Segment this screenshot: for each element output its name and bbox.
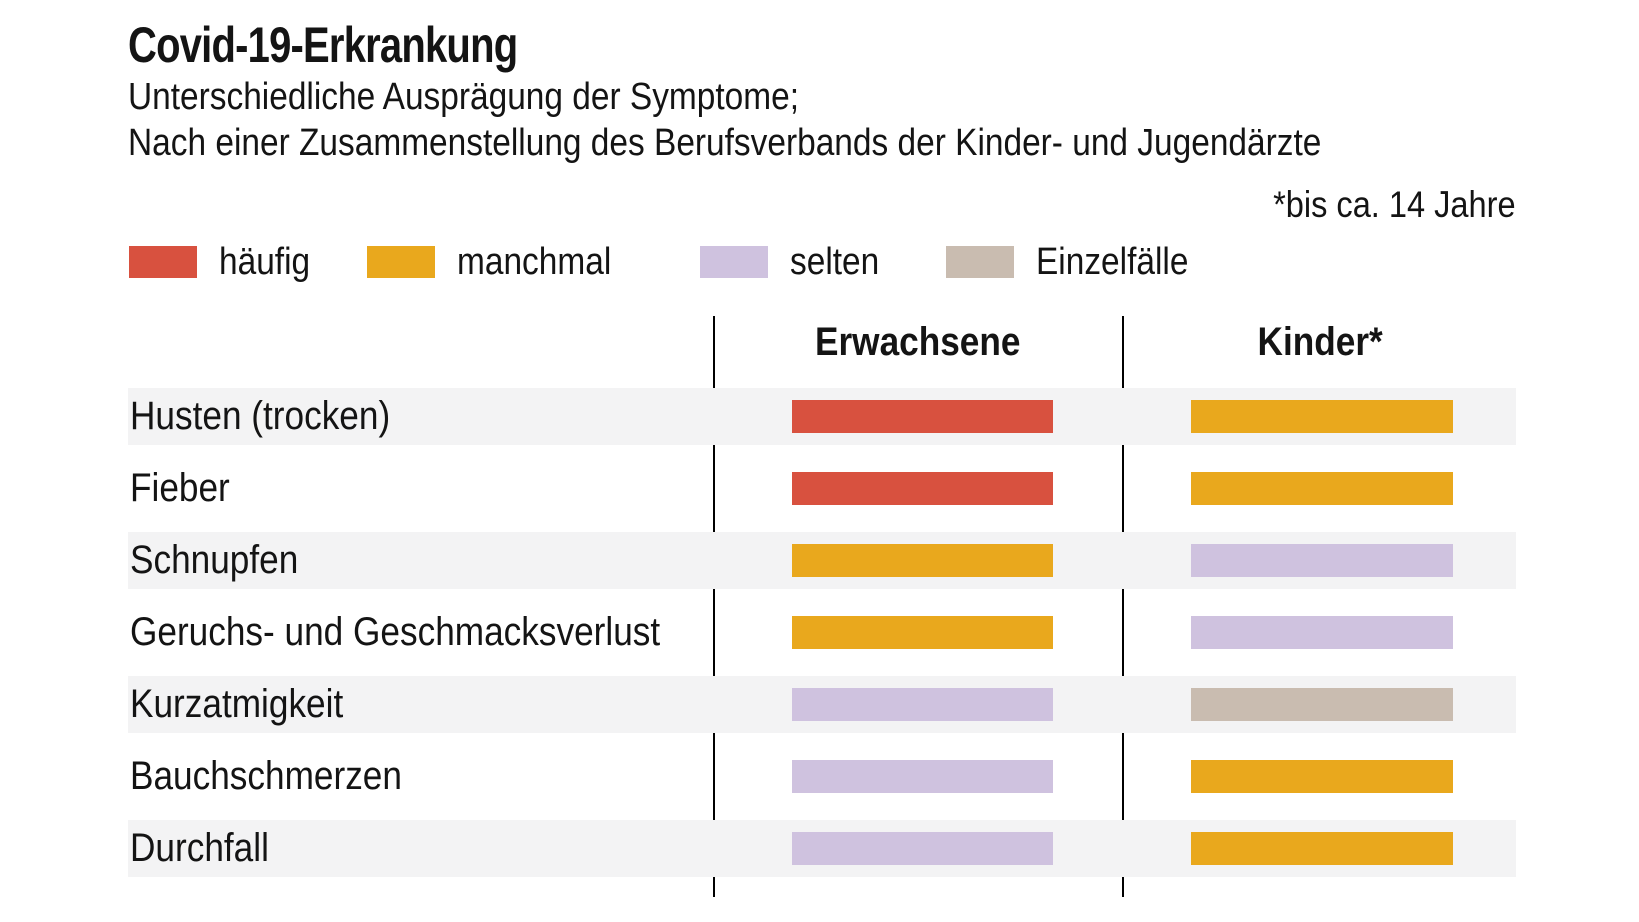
legend-swatch <box>129 246 197 278</box>
column-header-kinder: Kinder* <box>1257 320 1383 364</box>
legend-item: manchmal <box>367 241 632 283</box>
bar-erwachsene <box>792 760 1053 793</box>
table-row: Husten (trocken) <box>128 388 1516 445</box>
bar-kinder <box>1191 544 1453 577</box>
table-row: Schnupfen <box>128 532 1516 589</box>
symptom-label: Schnupfen <box>130 538 299 582</box>
legend-label: Einzelfälle <box>1036 241 1189 283</box>
legend: häufig manchmal selten Einzelfälle <box>0 241 1639 283</box>
symptom-label: Husten (trocken) <box>130 394 391 438</box>
column-divider-right <box>1122 316 1124 897</box>
chart-subtitle-line1: Unterschiedliche Ausprägung der Symptome… <box>128 76 800 118</box>
symptom-label: Durchfall <box>130 826 269 870</box>
bar-erwachsene <box>792 832 1053 865</box>
bar-erwachsene <box>792 400 1053 433</box>
symptom-label: Fieber <box>130 466 230 510</box>
legend-swatch <box>700 246 768 278</box>
symptom-label: Kurzatmigkeit <box>130 682 344 726</box>
table-row: Bauchschmerzen <box>128 748 1516 805</box>
legend-label: häufig <box>219 241 311 283</box>
symptom-table: Husten (trocken) Fieber Schnupfen Geruch… <box>128 388 1516 892</box>
legend-swatch <box>367 246 435 278</box>
chart-subtitle-line2: Nach einer Zusammenstellung des Berufsve… <box>128 122 1322 164</box>
bar-kinder <box>1191 616 1453 649</box>
legend-label: selten <box>790 241 880 283</box>
legend-item: selten <box>700 241 891 283</box>
bar-erwachsene <box>792 544 1053 577</box>
bar-kinder <box>1191 472 1453 505</box>
bar-kinder <box>1191 832 1453 865</box>
bar-kinder <box>1191 688 1453 721</box>
table-row: Kurzatmigkeit <box>128 676 1516 733</box>
legend-item: Einzelfälle <box>946 241 1209 283</box>
bar-kinder <box>1191 400 1453 433</box>
bar-erwachsene <box>792 472 1053 505</box>
table-row: Durchfall <box>128 820 1516 877</box>
bar-erwachsene <box>792 616 1053 649</box>
chart-title: Covid-19-Erkrankung <box>128 17 518 73</box>
column-header-erwachsene: Erwachsene <box>815 320 1021 364</box>
bar-kinder <box>1191 760 1453 793</box>
symptom-label: Geruchs- und Geschmacksverlust <box>130 610 661 654</box>
bar-erwachsene <box>792 688 1053 721</box>
footnote: *bis ca. 14 Jahre <box>1273 184 1516 225</box>
symptom-label: Bauchschmerzen <box>130 754 402 798</box>
table-row: Geruchs- und Geschmacksverlust <box>128 604 1516 661</box>
column-divider-left <box>713 316 715 897</box>
table-row: Fieber <box>128 460 1516 517</box>
legend-swatch <box>946 246 1014 278</box>
legend-item: häufig <box>129 241 323 283</box>
legend-label: manchmal <box>457 241 612 283</box>
